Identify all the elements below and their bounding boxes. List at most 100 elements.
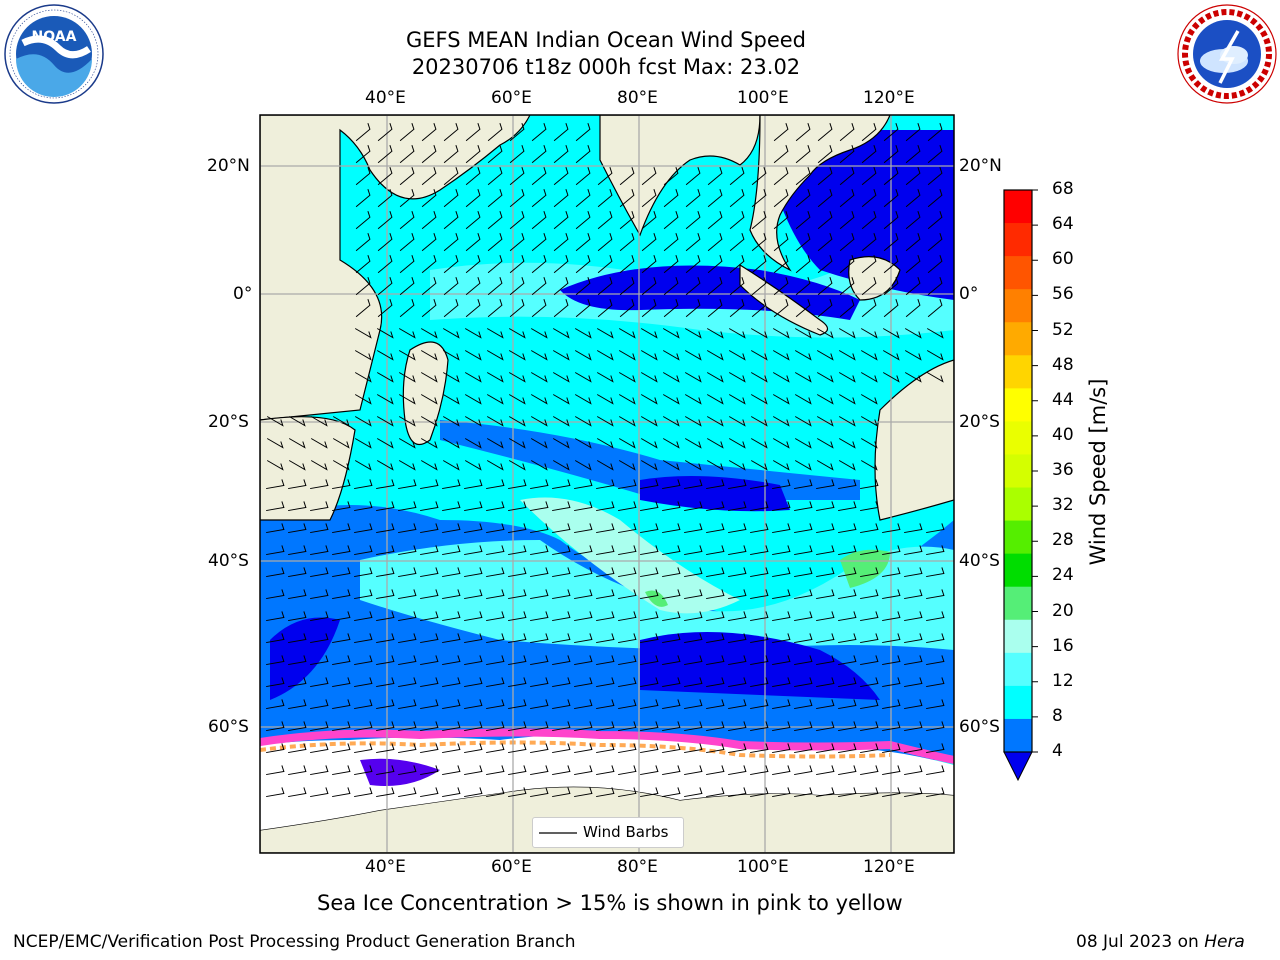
- wind-barb: [596, 677, 615, 688]
- wind-barb: [640, 655, 659, 666]
- wind-barb: [773, 299, 789, 318]
- wind-barb: [883, 189, 899, 208]
- wind-barb: [882, 655, 901, 666]
- wind-barb: [442, 611, 461, 622]
- wind-barb: [707, 189, 723, 208]
- wind-barb: [332, 438, 350, 449]
- wind-barb: [465, 123, 481, 142]
- wind-barb: [464, 479, 483, 490]
- wind-barb: [354, 699, 373, 710]
- wind-barb: [354, 589, 373, 600]
- sea-ice-edge-orange: [260, 740, 891, 759]
- wind-barb: [684, 765, 703, 776]
- wind-barb: [816, 372, 834, 383]
- wind-barb: [464, 721, 483, 732]
- wind-barb: [377, 211, 393, 230]
- wind-barb: [354, 655, 373, 666]
- wind-barb: [574, 765, 593, 776]
- wind-barb: [442, 633, 461, 644]
- wind-barb: [596, 394, 614, 405]
- sea-ice-edge-pink: [260, 728, 954, 764]
- wind-barb: [816, 501, 835, 512]
- wind-barb: [816, 765, 835, 776]
- wind-barb: [728, 743, 747, 754]
- wind-barb: [486, 567, 505, 578]
- wind-barb: [772, 394, 790, 405]
- wind-barb: [376, 787, 395, 798]
- wind-barb: [421, 211, 437, 230]
- wind-barb: [838, 743, 857, 754]
- wind-barb: [839, 189, 855, 208]
- wind-barb: [641, 189, 657, 208]
- wind-barb: [574, 721, 593, 732]
- wind-barb: [662, 787, 681, 798]
- wind-barb: [751, 233, 767, 252]
- colorbar-label: Wind Speed [m/s]: [1086, 378, 1110, 566]
- wind-barb: [794, 743, 813, 754]
- wind-barb: [838, 787, 857, 798]
- wind-barb: [838, 438, 856, 449]
- wind-barb: [640, 350, 658, 361]
- wind-barb: [838, 699, 857, 710]
- wind-barb: [750, 350, 768, 361]
- wind-barb: [750, 699, 769, 710]
- colorbar-segment: [1004, 190, 1032, 224]
- wind-barb: [596, 523, 615, 534]
- wind-barb: [685, 299, 701, 318]
- wind-barb: [442, 699, 461, 710]
- wind-barb: [530, 523, 549, 534]
- wind-barb: [310, 677, 329, 688]
- wind-barb: [882, 765, 901, 776]
- wind-barb: [464, 567, 483, 578]
- wind-barb: [706, 633, 725, 644]
- wind-barb: [861, 189, 877, 208]
- wind-barb: [310, 765, 329, 776]
- wind-barb: [706, 655, 725, 666]
- wind-barb: [904, 523, 923, 534]
- wind-barb: [376, 677, 395, 688]
- wind-barb: [399, 167, 415, 186]
- wind-barb: [596, 743, 615, 754]
- lon-tick-top-40: 40°E: [365, 88, 406, 108]
- colorbar-segment: [1004, 256, 1032, 290]
- wind-barb: [860, 350, 878, 361]
- wind-barb: [508, 589, 527, 600]
- wind-barb: [816, 328, 834, 339]
- wind-barb: [618, 372, 636, 383]
- wind-barb: [552, 765, 571, 776]
- wind-barb: [310, 545, 329, 556]
- wind-barb: [530, 328, 548, 339]
- wind-barb: [905, 189, 921, 208]
- wind-barb: [926, 372, 944, 383]
- wind-barb: [728, 328, 746, 339]
- wind-barb: [662, 523, 681, 534]
- wind-barb: [310, 479, 329, 490]
- wind-barb: [574, 394, 592, 405]
- wind-barb: [552, 372, 570, 383]
- wind-barb: [772, 328, 790, 339]
- wind-barb: [904, 787, 923, 798]
- wind-barb: [597, 299, 613, 318]
- wind-barb: [574, 501, 593, 512]
- svg-text:NOAA: NOAA: [32, 29, 77, 45]
- wind-barb: [663, 211, 679, 230]
- wind-barb: [465, 211, 481, 230]
- colorbar-underflow: [1003, 751, 1033, 782]
- wind-barb: [421, 233, 437, 252]
- wind-barb: [552, 460, 570, 471]
- wind-barb: [904, 589, 923, 600]
- wind-barb: [486, 438, 504, 449]
- wind-barb: [707, 211, 723, 230]
- wind-barb: [310, 699, 329, 710]
- wind-barb: [883, 277, 899, 296]
- wind-barb: [662, 350, 680, 361]
- wind-barb: [860, 589, 879, 600]
- wind-barb: [465, 189, 481, 208]
- wind-barb: [508, 328, 526, 339]
- wind-barb: [574, 328, 592, 339]
- chart-title: GEFS MEAN Indian Ocean Wind Speed: [405, 28, 807, 52]
- wind-barb: [838, 611, 857, 622]
- colorbar-tick-label: 24: [1052, 565, 1074, 586]
- wind-barb: [750, 633, 769, 644]
- wind-barb: [839, 167, 855, 186]
